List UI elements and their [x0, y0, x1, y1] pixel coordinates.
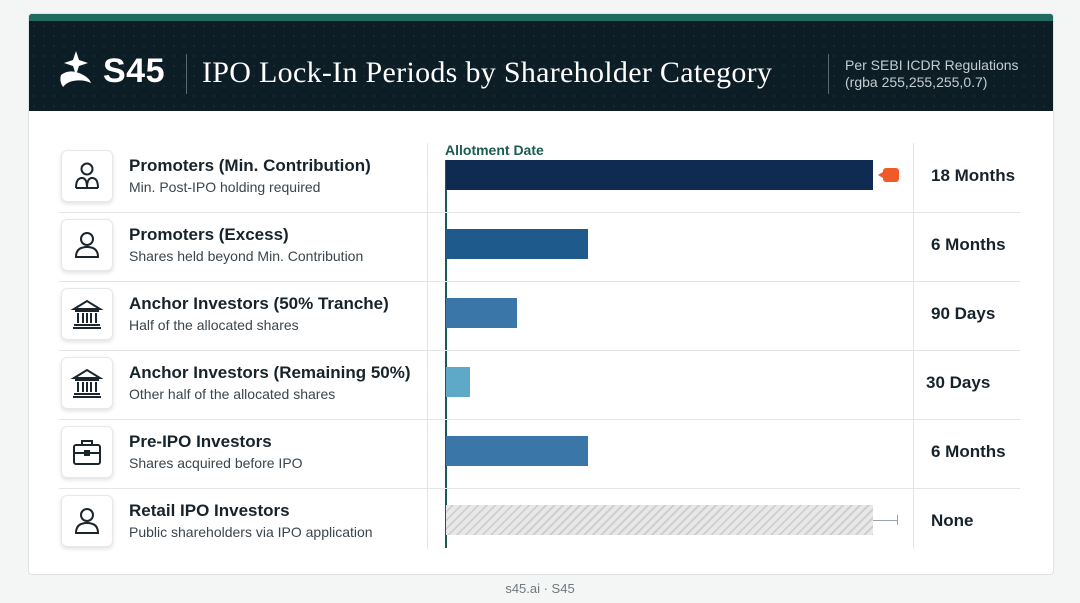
category-subtitle: Half of the allocated shares: [129, 317, 299, 333]
lockin-bar: [446, 298, 517, 328]
duration-label: 6 Months: [931, 442, 1006, 461]
allotment-date-axis: [445, 160, 447, 548]
duration-label: 30 Days: [926, 373, 991, 392]
person-icon: [61, 219, 113, 271]
s45-logo-icon: [60, 51, 91, 87]
column-divider-right: [913, 143, 914, 549]
category-title: Anchor Investors (Remaining 50%): [129, 363, 411, 382]
row-separator: [59, 419, 1020, 420]
category-title: Promoters (Min. Contribution): [129, 156, 371, 175]
logo-text: S45: [103, 52, 165, 90]
duration-label: 6 Months: [931, 235, 1006, 254]
bank-icon: [61, 357, 113, 409]
category-subtitle: Shares held beyond Min. Contribution: [129, 248, 364, 264]
lockin-bar: [446, 367, 470, 397]
category-subtitle: Public shareholders via IPO application: [129, 524, 373, 540]
row-separator: [59, 350, 1020, 351]
row-separator: [59, 212, 1020, 213]
header: S45 IPO Lock-In Periods by Shareholder C…: [29, 14, 1053, 111]
max-marker-icon: [878, 168, 899, 182]
row-separator: [59, 488, 1020, 489]
chart-card: S45 IPO Lock-In Periods by Shareholder C…: [28, 13, 1054, 575]
lockin-bar: [446, 436, 588, 466]
bank-icon: [61, 288, 113, 340]
briefcase-icon: [61, 426, 113, 478]
person-group-icon: [61, 150, 113, 202]
regulation-line-1: Per SEBI ICDR Regulations: [845, 57, 1019, 73]
allotment-date-label: Allotment Date: [445, 142, 544, 158]
bar-end-tick-cap: [897, 515, 898, 525]
lockin-bar: [446, 229, 588, 259]
person-icon: [61, 495, 113, 547]
category-subtitle: Other half of the allocated shares: [129, 386, 336, 402]
chart-title: IPO Lock-In Periods by Shareholder Categ…: [202, 56, 773, 89]
category-title: Anchor Investors (50% Tranche): [129, 294, 389, 313]
regulation-note: Per SEBI ICDR Regulations (rgba 255,255,…: [845, 57, 1019, 91]
category-subtitle: Min. Post-IPO holding required: [129, 179, 321, 195]
duration-label: None: [931, 511, 974, 530]
category-title: Promoters (Excess): [129, 225, 289, 244]
no-lockin-bar: [446, 505, 873, 535]
regulation-line-2: (rgba 255,255,255,0.7): [845, 74, 988, 90]
column-divider-left: [427, 143, 428, 549]
logo-divider: [186, 54, 187, 94]
regulation-divider: [828, 54, 829, 94]
duration-label: 90 Days: [931, 304, 996, 323]
row-separator: [59, 281, 1020, 282]
bar-end-tick: [873, 520, 897, 521]
lockin-bar: [446, 160, 873, 190]
footer: s45.ai · S45: [505, 581, 575, 596]
category-subtitle: Shares acquired before IPO: [129, 455, 303, 471]
category-title: Pre-IPO Investors: [129, 432, 272, 451]
duration-label: 18 Months: [931, 166, 1016, 185]
category-title: Retail IPO Investors: [129, 501, 290, 520]
